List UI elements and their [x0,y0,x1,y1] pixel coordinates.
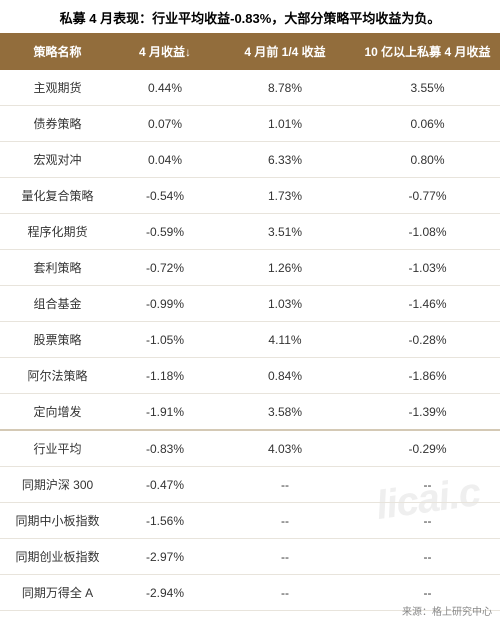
cell: -1.39% [355,394,500,431]
cell: -0.54% [115,178,215,214]
cell: 3.51% [215,214,355,250]
cell: -0.72% [115,250,215,286]
table-row: 量化复合策略-0.54%1.73%-0.77% [0,178,500,214]
summary-row: 同期沪深 300-0.47%---- [0,467,500,503]
table-row: 债券策略0.07%1.01%0.06% [0,106,500,142]
cell: -1.18% [115,358,215,394]
cell: -1.46% [355,286,500,322]
table-row: 阿尔法策略-1.18%0.84%-1.86% [0,358,500,394]
cell: 债券策略 [0,106,115,142]
cell: 0.80% [355,142,500,178]
cell: -1.86% [355,358,500,394]
cell: 宏观对冲 [0,142,115,178]
cell: -- [355,539,500,575]
cell: -- [215,467,355,503]
col-strategy: 策略名称 [0,33,115,70]
table-row: 套利策略-0.72%1.26%-1.03% [0,250,500,286]
cell: 4.03% [215,430,355,467]
cell: -0.29% [355,430,500,467]
cell: 1.03% [215,286,355,322]
summary-row: 行业平均-0.83%4.03%-0.29% [0,430,500,467]
cell: -1.03% [355,250,500,286]
cell: 套利策略 [0,250,115,286]
cell: 4.11% [215,322,355,358]
cell: 1.73% [215,178,355,214]
table-header-row: 策略名称 4 月收益↓ 4 月前 1/4 收益 10 亿以上私募 4 月收益 [0,33,500,70]
table-body: 主观期货0.44%8.78%3.55% 债券策略0.07%1.01%0.06% … [0,70,500,611]
cell: 定向增发 [0,394,115,431]
cell: 6.33% [215,142,355,178]
cell: -0.77% [355,178,500,214]
table-row: 程序化期货-0.59%3.51%-1.08% [0,214,500,250]
cell: -- [215,575,355,611]
cell: -0.59% [115,214,215,250]
cell: -1.91% [115,394,215,431]
cell: -2.97% [115,539,215,575]
summary-row: 同期创业板指数-2.97%---- [0,539,500,575]
cell: 阿尔法策略 [0,358,115,394]
table-row: 组合基金-0.99%1.03%-1.46% [0,286,500,322]
page-title: 私募 4 月表现：行业平均收益-0.83%，大部分策略平均收益为负。 [0,0,500,33]
table-row: 宏观对冲0.04%6.33%0.80% [0,142,500,178]
cell: 同期中小板指数 [0,503,115,539]
cell: -0.47% [115,467,215,503]
cell: 0.84% [215,358,355,394]
cell: -0.83% [115,430,215,467]
cell: 行业平均 [0,430,115,467]
summary-row: 同期中小板指数-1.56%---- [0,503,500,539]
cell: -- [355,503,500,539]
cell: 程序化期货 [0,214,115,250]
cell: 0.06% [355,106,500,142]
cell: 量化复合策略 [0,178,115,214]
cell: 8.78% [215,70,355,106]
cell: 1.01% [215,106,355,142]
cell: -- [215,539,355,575]
cell: 同期万得全 A [0,575,115,611]
cell: -- [355,467,500,503]
table-row: 定向增发-1.91%3.58%-1.39% [0,394,500,431]
cell: 3.55% [355,70,500,106]
cell: 3.58% [215,394,355,431]
col-april-return: 4 月收益↓ [115,33,215,70]
cell: -1.56% [115,503,215,539]
cell: 0.44% [115,70,215,106]
cell: 组合基金 [0,286,115,322]
cell: -1.08% [355,214,500,250]
cell: 同期沪深 300 [0,467,115,503]
cell: 0.04% [115,142,215,178]
col-large-fund: 10 亿以上私募 4 月收益 [355,33,500,70]
cell: 股票策略 [0,322,115,358]
cell: 1.26% [215,250,355,286]
cell: -2.94% [115,575,215,611]
cell: 同期创业板指数 [0,539,115,575]
cell: 主观期货 [0,70,115,106]
cell: -1.05% [115,322,215,358]
table-row: 主观期货0.44%8.78%3.55% [0,70,500,106]
performance-table: 策略名称 4 月收益↓ 4 月前 1/4 收益 10 亿以上私募 4 月收益 主… [0,33,500,611]
source-label: 来源：格上研究中心 [402,603,492,618]
cell: -- [215,503,355,539]
table-row: 股票策略-1.05%4.11%-0.28% [0,322,500,358]
cell: 0.07% [115,106,215,142]
cell: -0.99% [115,286,215,322]
cell: -0.28% [355,322,500,358]
col-top-quarter: 4 月前 1/4 收益 [215,33,355,70]
